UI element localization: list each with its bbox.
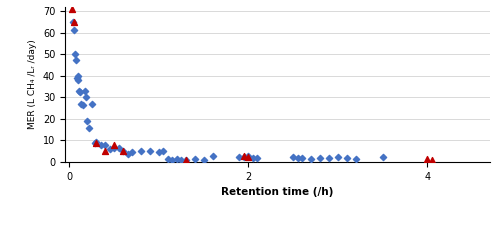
MER vs Retention Time (estimated) [128, 151, 136, 154]
MER vs Retention Time (estimated) [77, 102, 85, 106]
MER vs Retention Time (estimated) [334, 155, 342, 158]
MER vs Retention time (literature) [68, 7, 76, 11]
MER vs Retention Time (estimated) [71, 52, 79, 56]
MER vs Retention Time (estimated) [190, 157, 198, 161]
MER vs Retention Time (estimated) [182, 158, 190, 162]
MER vs Retention Time (estimated) [76, 90, 84, 94]
MER vs Retention time (literature) [240, 154, 248, 157]
MER vs Retention Time (estimated) [84, 119, 92, 123]
Y-axis label: MER (L CH₄ /Lᵣ /day): MER (L CH₄ /Lᵣ /day) [28, 40, 38, 129]
MER vs Retention Time (estimated) [378, 155, 386, 158]
MER vs Retention Time (estimated) [325, 156, 333, 160]
MER vs Retention Time (estimated) [208, 154, 216, 157]
MER vs Retention Time (estimated) [88, 102, 96, 106]
MER vs Retention Time (estimated) [240, 155, 248, 158]
MER vs Retention Time (estimated) [155, 151, 163, 154]
MER vs Retention Time (estimated) [343, 156, 351, 160]
MER vs Retention time (literature) [119, 149, 127, 153]
MER vs Retention Time (estimated) [102, 143, 110, 146]
MER vs Retention Time (estimated) [72, 58, 80, 61]
MER vs Retention time (literature) [424, 157, 432, 161]
MER vs Retention Time (estimated) [244, 154, 252, 157]
MER vs Retention Time (estimated) [72, 76, 80, 80]
MER vs Retention Time (estimated) [164, 157, 172, 161]
MER vs Retention Time (estimated) [70, 29, 78, 32]
MER vs Retention Time (estimated) [119, 149, 127, 153]
MER vs Retention Time (estimated) [79, 103, 87, 107]
MER vs Retention Time (estimated) [82, 95, 90, 99]
MER vs Retention Time (estimated) [352, 157, 360, 161]
X-axis label: Retention time (/h): Retention time (/h) [222, 187, 334, 197]
MER vs Retention Time (estimated) [236, 155, 244, 158]
MER vs Retention Time (estimated) [76, 89, 84, 93]
MER vs Retention Time (estimated) [289, 155, 297, 158]
MER vs Retention Time (estimated) [97, 143, 105, 146]
MER vs Retention Time (estimated) [69, 20, 77, 24]
MER vs Retention Time (estimated) [173, 157, 181, 161]
MER vs Retention Time (estimated) [74, 74, 82, 78]
MER vs Retention time (literature) [244, 155, 252, 158]
MER vs Retention Time (estimated) [294, 156, 302, 160]
MER vs Retention time (literature) [70, 20, 78, 24]
MER vs Retention Time (estimated) [110, 146, 118, 150]
MER vs Retention Time (estimated) [168, 158, 176, 162]
MER vs Retention Time (estimated) [298, 156, 306, 160]
MER vs Retention Time (estimated) [200, 158, 207, 162]
MER vs Retention Time (estimated) [92, 140, 100, 143]
MER vs Retention Time (estimated) [85, 126, 93, 129]
MER vs Retention Time (estimated) [90, 141, 98, 144]
MER vs Retention time (literature) [428, 158, 436, 162]
MER vs Retention time (literature) [182, 158, 190, 162]
MER vs Retention Time (estimated) [316, 156, 324, 160]
MER vs Retention Time (estimated) [254, 156, 262, 160]
MER vs Retention Time (estimated) [249, 156, 257, 160]
MER vs Retention time (literature) [110, 143, 118, 146]
MER vs Retention Time (estimated) [80, 89, 88, 93]
MER vs Retention Time (estimated) [137, 149, 145, 153]
MER vs Retention Time (estimated) [178, 158, 186, 162]
MER vs Retention Time (estimated) [74, 78, 82, 82]
MER vs Retention Time (estimated) [146, 149, 154, 153]
MER vs Retention Time (estimated) [160, 149, 168, 153]
MER vs Retention time (literature) [92, 141, 100, 144]
MER vs Retention Time (estimated) [106, 147, 114, 151]
MER vs Retention Time (estimated) [114, 146, 122, 150]
MER vs Retention Time (estimated) [307, 157, 315, 161]
MER vs Retention time (literature) [102, 149, 110, 153]
MER vs Retention Time (estimated) [124, 153, 132, 156]
